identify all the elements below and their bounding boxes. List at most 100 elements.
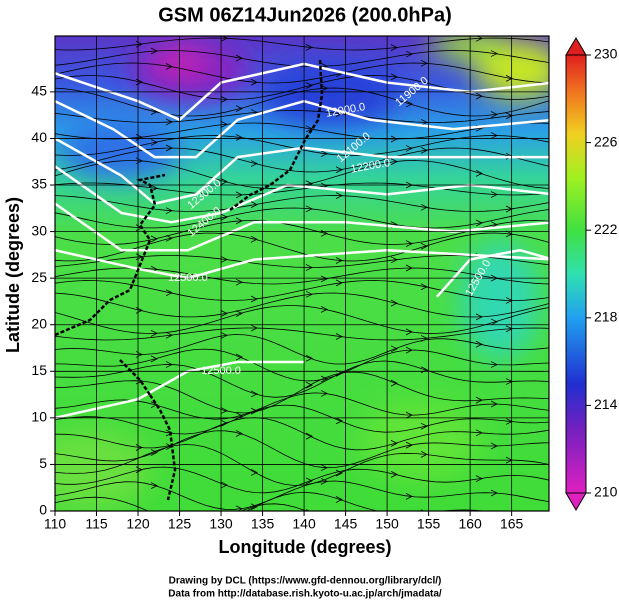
colorbar-tick-label: 230 [594, 46, 618, 62]
stream-arrow [250, 295, 258, 303]
stream-arrow [220, 481, 228, 489]
stream-arrow [420, 283, 428, 291]
y-tick-label: 45 [31, 83, 47, 99]
stream-arrow [165, 207, 173, 215]
stream-arrow [150, 235, 158, 243]
stream-arrow [150, 184, 158, 192]
y-tick-label: 30 [31, 222, 47, 238]
stream-arrow [235, 54, 243, 62]
colorbar-tick-label: 218 [594, 309, 618, 325]
stream-arrow [390, 256, 398, 264]
stream-arrow [250, 503, 258, 511]
x-tick-label: 145 [334, 516, 358, 532]
stream-arrow [490, 318, 498, 326]
stream-arrow [250, 235, 258, 243]
stream-arrow [220, 178, 228, 185]
x-tick-label: 120 [126, 516, 150, 532]
y-axis-label: Latitude (degrees) [3, 197, 23, 353]
footer-text: Data from http://database.rish.kyoto-u.a… [168, 589, 442, 600]
stream-arrow [150, 330, 158, 337]
chart-title: GSM 06Z14Jun2026 (200.0hPa) [158, 4, 451, 26]
stream-arrow [235, 134, 243, 141]
stream-arrow [490, 111, 498, 118]
stream-arrow [150, 401, 158, 409]
stream-arrow [250, 407, 258, 415]
stream-arrow [220, 96, 228, 103]
stream-arrow [220, 121, 228, 128]
stream-arrow [475, 340, 483, 348]
stream-arrow [305, 44, 313, 51]
stream-arrow [320, 305, 328, 313]
stream-arrow [420, 422, 428, 430]
stream-arrow [335, 333, 343, 340]
stream-arrow [320, 150, 328, 158]
stream-arrow [490, 361, 498, 368]
stream-arrow [390, 299, 398, 307]
stream-arrow [335, 257, 343, 264]
stream-arrow [305, 82, 313, 89]
stream-arrow [335, 166, 343, 174]
stream-arrow [250, 160, 258, 167]
contour-label: 12500.0 [201, 365, 241, 377]
stream-arrow [490, 191, 498, 198]
contour-label: 12500.0 [168, 272, 208, 284]
stream-arrow [150, 108, 158, 116]
x-tick-label: 160 [458, 516, 482, 532]
stream-arrow [390, 439, 398, 447]
stream-arrow [150, 138, 158, 146]
stream-arrow [390, 471, 398, 478]
stream-arrow [335, 496, 343, 503]
stream-arrow [320, 390, 328, 397]
x-tick-label: 165 [500, 516, 524, 532]
colorbar-tick-label: 222 [594, 221, 618, 237]
stream-arrow [420, 366, 428, 374]
stream-arrow [220, 407, 228, 414]
footer-text: Drawing by DCL (https://www.gfd-dennou.o… [169, 576, 442, 587]
y-tick-label: 15 [31, 362, 47, 378]
stream-arrow [490, 489, 498, 497]
x-tick-label: 130 [209, 516, 233, 532]
stream-arrow [320, 84, 328, 92]
stream-arrow [405, 50, 413, 58]
stream-arrow [165, 289, 173, 297]
stream-arrow [390, 44, 398, 51]
stream-arrow [235, 430, 243, 437]
stream-arrow [220, 310, 228, 317]
stream-arrow [420, 242, 428, 250]
stream-arrow [390, 379, 398, 387]
stream-arrow [165, 118, 173, 126]
stream-arrow [390, 345, 398, 353]
stream-arrow [490, 400, 498, 408]
y-tick-label: 5 [39, 455, 47, 471]
stream-arrow [165, 361, 173, 368]
stream-arrow [420, 451, 428, 458]
stream-arrow [165, 144, 173, 152]
stream-arrow [250, 324, 258, 332]
contour-line [55, 165, 549, 224]
stream-arrow [405, 328, 413, 336]
stream-arrow [305, 477, 313, 485]
stream-arrow [220, 213, 228, 221]
stream-arrow [305, 290, 313, 298]
stream-arrow [320, 478, 328, 485]
y-tick-label: 35 [31, 176, 47, 192]
stream-arrow [250, 469, 258, 476]
stream-arrow [335, 192, 343, 199]
stream-arrow [475, 92, 483, 100]
stream-arrow [320, 375, 328, 383]
colorbar-tick-label: 226 [594, 133, 618, 149]
stream-arrow [235, 278, 243, 286]
map-field: 11900.012000.012100.012200.012300.012400… [55, 36, 549, 511]
stream-arrow [250, 78, 258, 86]
stream-arrow [165, 234, 173, 242]
stream-arrow [220, 419, 228, 427]
x-tick-label: 110 [44, 516, 67, 532]
stream-arrow [235, 353, 243, 361]
stream-arrow [475, 169, 483, 177]
stream-arrow [405, 441, 413, 449]
y-tick-label: 40 [31, 129, 47, 145]
stream-arrow [165, 429, 173, 437]
colorbar: 210 214 218 222 226 230 [565, 37, 618, 511]
stream-arrow [235, 105, 243, 112]
stream-arrow [405, 411, 413, 419]
